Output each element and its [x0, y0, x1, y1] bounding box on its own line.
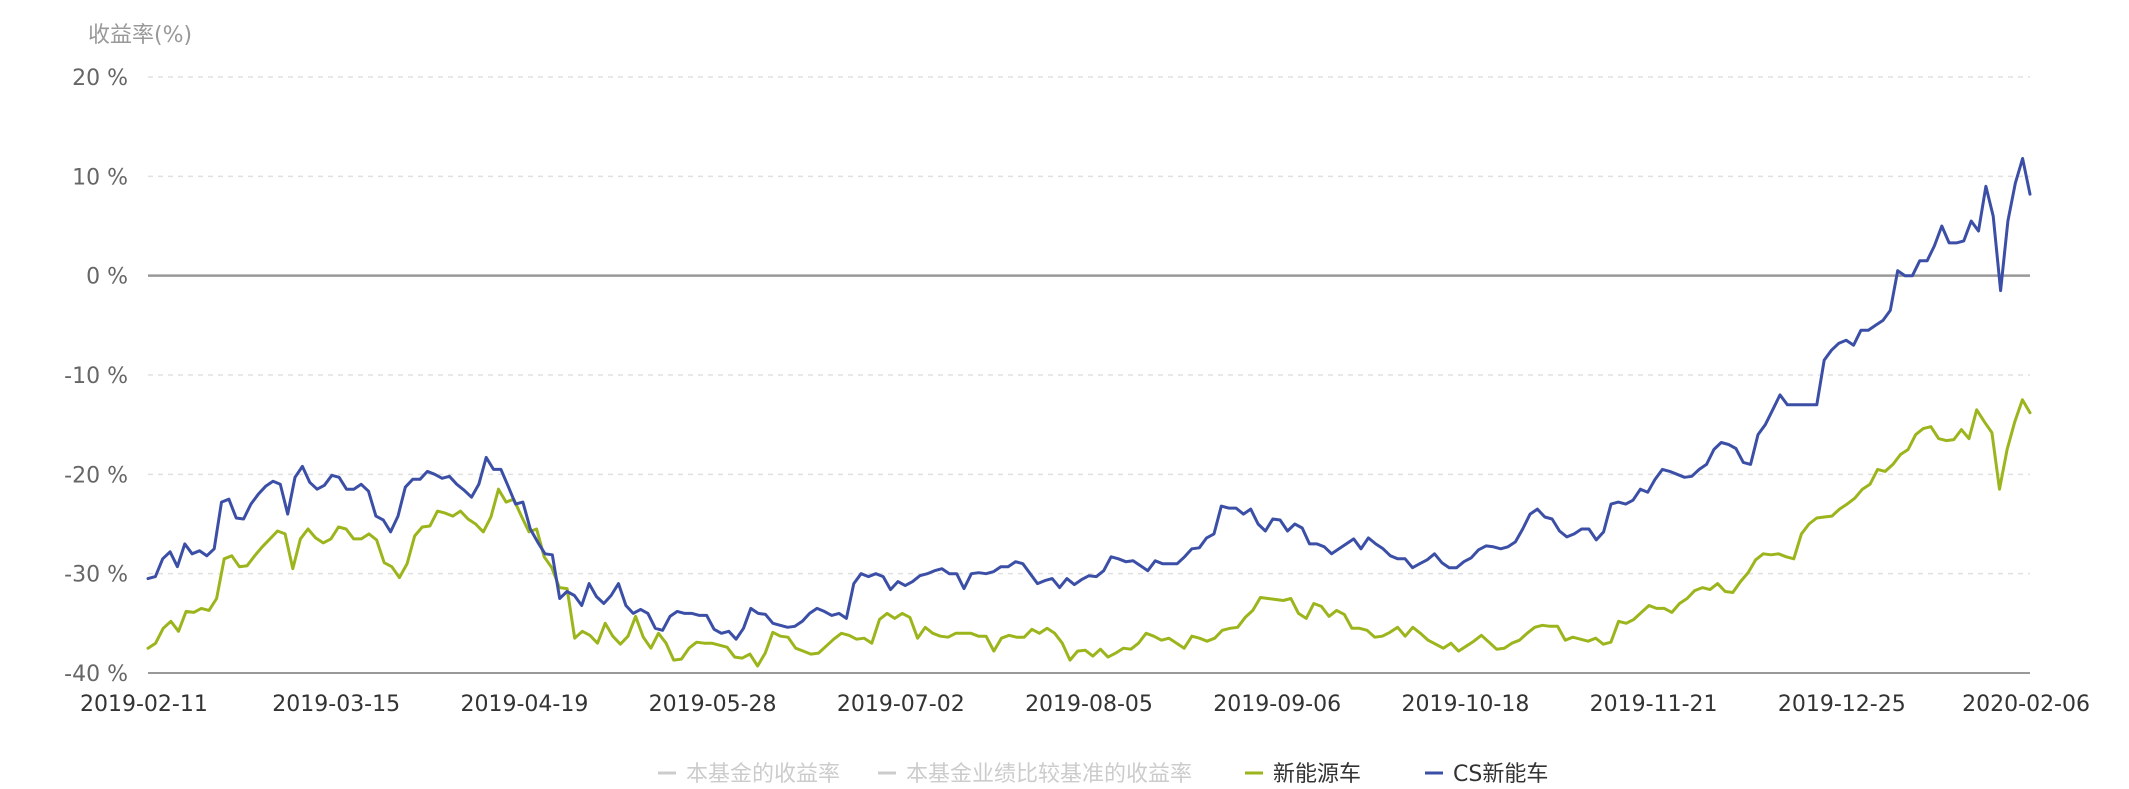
legend-item[interactable]: 本基金业绩比较基准的收益率	[878, 762, 1192, 787]
x-tick-label: 2019-10-18	[1401, 692, 1529, 717]
legend-label: CS新能车	[1453, 762, 1548, 787]
x-tick-label: 2019-12-25	[1778, 692, 1906, 717]
y-tick-label: 20 %	[72, 66, 128, 91]
y-axis-ticks: 20 % 10 % 0 % -10 % -20 % -30 % -40 %	[64, 66, 128, 687]
series-line	[146, 398, 2032, 668]
legend[interactable]: 本基金的收益率 本基金业绩比较基准的收益率 新能源车 CS新能车	[658, 762, 1548, 787]
y-tick-label: -40 %	[64, 662, 128, 687]
x-tick-label: 2019-07-02	[837, 692, 965, 717]
legend-label: 新能源车	[1273, 762, 1361, 787]
x-tick-label: 2020-02-06	[1962, 692, 2090, 717]
y-axis-label: 收益率(%)	[88, 23, 192, 48]
x-tick-label: 2019-05-28	[649, 692, 777, 717]
x-tick-label: 2019-02-11	[80, 692, 208, 717]
x-tick-label: 2019-11-21	[1590, 692, 1718, 717]
x-tick-label: 2019-08-05	[1025, 692, 1153, 717]
x-tick-label: 2019-09-06	[1213, 692, 1341, 717]
legend-item[interactable]: CS新能车	[1425, 762, 1548, 787]
legend-label: 本基金的收益率	[686, 762, 840, 787]
y-tick-label: 0 %	[86, 265, 128, 290]
x-tick-label: 2019-03-15	[272, 692, 400, 717]
grid-lines	[148, 76, 2030, 575]
series-line	[146, 157, 2032, 641]
y-tick-label: -30 %	[64, 563, 128, 588]
y-tick-label: -10 %	[64, 364, 128, 389]
legend-item[interactable]: 新能源车	[1245, 762, 1361, 787]
legend-item[interactable]: 本基金的收益率	[658, 762, 840, 787]
y-tick-label: -20 %	[64, 463, 128, 488]
x-tick-label: 2019-04-19	[460, 692, 588, 717]
series-lines	[146, 157, 2032, 668]
y-tick-label: 10 %	[72, 165, 128, 190]
x-axis-ticks: 2019-02-11 2019-03-15 2019-04-19 2019-05-28…	[80, 692, 2090, 717]
legend-label: 本基金业绩比较基准的收益率	[906, 762, 1192, 787]
